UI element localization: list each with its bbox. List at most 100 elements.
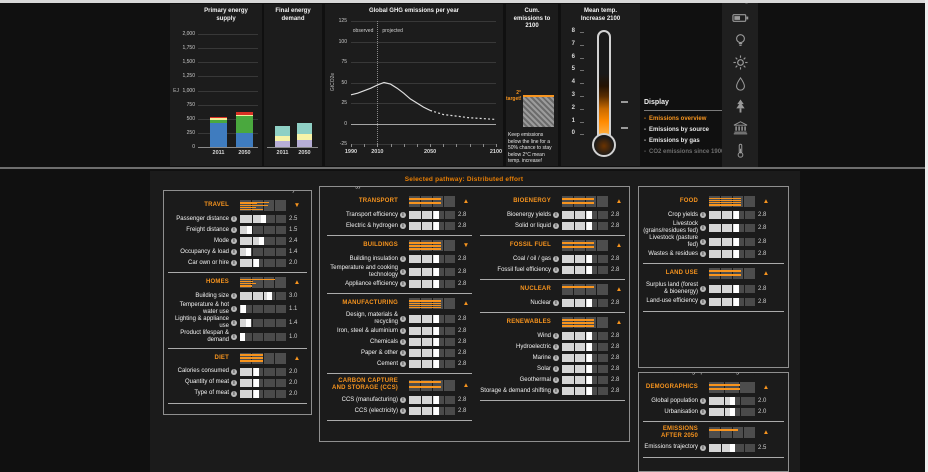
- lever-slider[interactable]: [240, 378, 286, 387]
- droplet-icon[interactable]: [732, 76, 749, 92]
- info-icon[interactable]: i: [231, 379, 237, 386]
- lever-slider[interactable]: [409, 222, 455, 230]
- lever-slider[interactable]: [240, 259, 286, 267]
- info-icon[interactable]: i: [553, 377, 559, 383]
- slider-handle[interactable]: [241, 304, 247, 313]
- slider-handle[interactable]: [245, 318, 251, 327]
- slider-handle[interactable]: [240, 332, 245, 341]
- info-icon[interactable]: i: [553, 300, 559, 306]
- tree-icon[interactable]: [732, 98, 749, 114]
- chevron-up-icon[interactable]: ▲: [615, 286, 623, 293]
- lever-slider[interactable]: [562, 299, 608, 307]
- info-icon[interactable]: i: [231, 216, 237, 222]
- info-icon[interactable]: i: [400, 281, 406, 288]
- info-icon[interactable]: i: [700, 285, 706, 292]
- lever-slider[interactable]: [709, 223, 755, 232]
- lever-slider[interactable]: [409, 338, 455, 347]
- display-option[interactable]: - Emissions by source: [644, 127, 734, 133]
- slider-handle[interactable]: [433, 255, 439, 263]
- info-icon[interactable]: i: [400, 212, 406, 218]
- slider-handle[interactable]: [259, 237, 265, 245]
- lever-slider[interactable]: [409, 314, 455, 323]
- lever-slider[interactable]: [709, 237, 755, 246]
- chevron-up-icon[interactable]: ▲: [762, 429, 770, 437]
- lever-slider[interactable]: [240, 332, 286, 341]
- lever-slider[interactable]: [562, 211, 608, 219]
- info-icon[interactable]: i: [553, 344, 559, 350]
- info-icon[interactable]: i: [400, 315, 406, 322]
- slider-handle[interactable]: [586, 266, 592, 274]
- lever-slider[interactable]: [409, 396, 455, 405]
- lightbulb-icon[interactable]: [732, 32, 749, 48]
- slider-handle[interactable]: [260, 215, 266, 223]
- info-icon[interactable]: i: [400, 223, 406, 229]
- info-icon[interactable]: i: [400, 350, 406, 357]
- lever-slider[interactable]: [562, 387, 608, 395]
- slider-handle[interactable]: [253, 378, 259, 387]
- chevron-up-icon[interactable]: ▲: [293, 354, 301, 362]
- info-icon[interactable]: i: [400, 268, 406, 275]
- bank-icon[interactable]: [732, 120, 749, 136]
- slider-handle[interactable]: [586, 222, 592, 230]
- slider-handle[interactable]: [586, 299, 592, 307]
- display-option[interactable]: - Emissions by gas: [644, 138, 734, 144]
- lever-slider[interactable]: [240, 367, 286, 376]
- lever-slider[interactable]: [562, 343, 608, 351]
- info-icon[interactable]: i: [553, 267, 559, 273]
- slider-handle[interactable]: [245, 248, 251, 256]
- slider-handle[interactable]: [433, 327, 439, 336]
- lever-slider[interactable]: [240, 304, 286, 313]
- slider-handle[interactable]: [586, 332, 592, 340]
- slider-handle[interactable]: [433, 314, 439, 323]
- lever-slider[interactable]: [709, 408, 755, 416]
- lever-slider[interactable]: [409, 211, 455, 219]
- lever-slider[interactable]: [562, 255, 608, 263]
- chevron-up-icon[interactable]: ▲: [462, 381, 470, 389]
- lever-slider[interactable]: [562, 376, 608, 384]
- slider-handle[interactable]: [586, 376, 592, 384]
- slider-handle[interactable]: [267, 292, 273, 300]
- slider-handle[interactable]: [729, 443, 735, 452]
- info-icon[interactable]: i: [700, 251, 706, 258]
- slider-handle[interactable]: [433, 349, 439, 358]
- info-icon[interactable]: i: [700, 224, 706, 231]
- display-option[interactable]: - CO2 emissions since 1900: [644, 149, 734, 155]
- info-icon[interactable]: i: [700, 212, 706, 218]
- lever-slider[interactable]: [240, 215, 286, 223]
- chevron-up-icon[interactable]: ▲: [762, 198, 770, 205]
- slider-handle[interactable]: [586, 211, 592, 219]
- slider-handle[interactable]: [433, 338, 439, 347]
- lever-slider[interactable]: [562, 365, 608, 373]
- info-icon[interactable]: i: [231, 238, 237, 244]
- display-option[interactable]: - Emissions overview: [644, 116, 734, 122]
- lever-slider[interactable]: [562, 354, 608, 362]
- slider-handle[interactable]: [733, 297, 739, 306]
- slider-handle[interactable]: [433, 267, 439, 276]
- info-icon[interactable]: i: [231, 319, 237, 326]
- slider-handle[interactable]: [729, 408, 735, 416]
- info-icon[interactable]: i: [700, 409, 706, 415]
- chevron-up-icon[interactable]: ▲: [615, 319, 623, 326]
- lever-slider[interactable]: [709, 443, 755, 452]
- lever-slider[interactable]: [409, 407, 455, 416]
- slider-handle[interactable]: [586, 354, 592, 362]
- lever-slider[interactable]: [240, 237, 286, 245]
- slider-handle[interactable]: [253, 259, 259, 267]
- info-icon[interactable]: i: [553, 355, 559, 361]
- slider-handle[interactable]: [433, 211, 439, 219]
- info-icon[interactable]: i: [553, 212, 559, 218]
- slider-handle[interactable]: [586, 343, 592, 351]
- info-icon[interactable]: i: [231, 227, 237, 233]
- info-icon[interactable]: i: [553, 256, 559, 262]
- lever-slider[interactable]: [240, 318, 286, 327]
- slider-handle[interactable]: [733, 284, 739, 293]
- chevron-up-icon[interactable]: ▲: [462, 198, 470, 205]
- lever-slider[interactable]: [240, 226, 286, 234]
- lever-slider[interactable]: [709, 397, 755, 405]
- lever-slider[interactable]: [409, 327, 455, 336]
- lever-slider[interactable]: [709, 284, 755, 293]
- lever-slider[interactable]: [562, 222, 608, 230]
- lever-slider[interactable]: [709, 250, 755, 259]
- info-icon[interactable]: i: [553, 223, 559, 229]
- info-icon[interactable]: i: [553, 366, 559, 372]
